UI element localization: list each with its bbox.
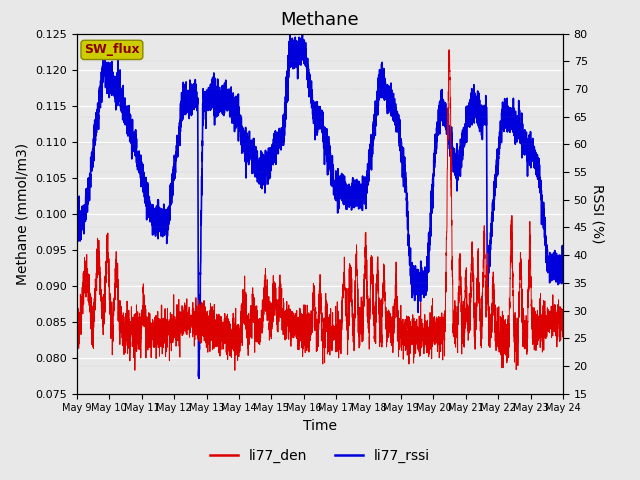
- Y-axis label: RSSI (%): RSSI (%): [591, 184, 604, 243]
- Text: SW_flux: SW_flux: [84, 43, 140, 56]
- Y-axis label: Methane (mmol/m3): Methane (mmol/m3): [16, 143, 30, 285]
- X-axis label: Time: Time: [303, 419, 337, 433]
- Title: Methane: Methane: [281, 11, 359, 29]
- Legend: li77_den, li77_rssi: li77_den, li77_rssi: [204, 443, 436, 468]
